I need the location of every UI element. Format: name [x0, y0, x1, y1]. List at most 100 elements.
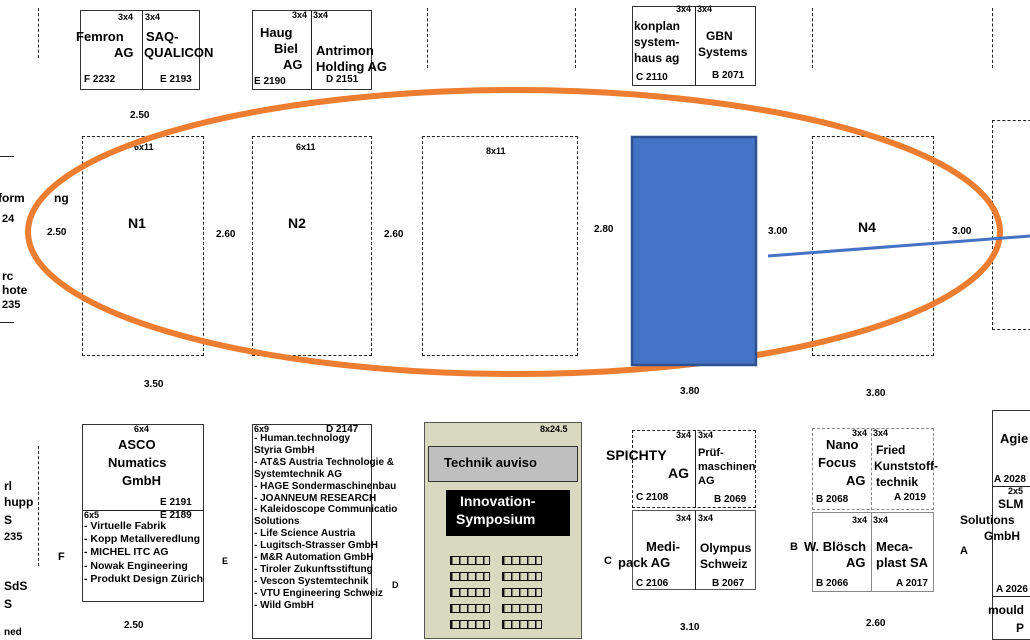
- booth-bloesch-group[interactable]: [812, 512, 934, 592]
- booth-code: D 2151: [326, 74, 359, 85]
- booth-8x11[interactable]: [422, 136, 578, 356]
- seating-grid: [450, 552, 570, 632]
- booth-size: 2x5: [1008, 486, 1024, 496]
- exhibitor-item: - Produkt Design Zürich: [84, 572, 204, 585]
- blue-marker-box[interactable]: [630, 135, 758, 367]
- booth-divider: [871, 428, 872, 510]
- exhibitor-item: - Life Science Austria: [254, 528, 356, 540]
- right-fragment: Agie: [1000, 431, 1029, 446]
- booth-divider: [695, 510, 696, 590]
- booth-size: 3x4: [852, 515, 868, 525]
- booth-n1[interactable]: [82, 136, 204, 356]
- technik-banner: [428, 446, 578, 482]
- exhibitor-item: - Virtuelle Fabrik: [84, 520, 167, 532]
- booth-fried-name-1: Fried: [876, 443, 906, 457]
- exhibitor-item: - Human.technology: [254, 433, 351, 444]
- booth-haug-name-1: Haug: [260, 25, 293, 40]
- exhibitor-item: - VTU Engineering Schweiz: [254, 587, 383, 599]
- booth-code: B 2067: [712, 578, 745, 589]
- left-edge-line: [0, 156, 14, 157]
- top-divider: [427, 8, 428, 68]
- left-fragment: hupp: [4, 495, 34, 509]
- booth-divider: [695, 6, 696, 86]
- booth-femron-name-1: Femron: [76, 29, 124, 44]
- top-left-divider: [38, 8, 39, 58]
- left-fragment: F: [58, 551, 65, 563]
- booth-size: 6x4: [134, 424, 150, 434]
- booth-gbn-name-2: Systems: [698, 45, 748, 59]
- exhibitor-item: Solutions: [254, 516, 300, 528]
- booth-code: B 2068: [816, 494, 849, 505]
- booth-asco-group[interactable]: [82, 424, 204, 602]
- booth-code: E 2191: [160, 497, 192, 508]
- booth-pruef-name-2: maschinen: [698, 461, 756, 473]
- booth-pruef-name-3: AG: [698, 475, 715, 487]
- booth-konplan-gbn[interactable]: [632, 6, 756, 86]
- left-fragment: rc: [2, 269, 14, 283]
- booth-right-partial[interactable]: [992, 120, 1030, 330]
- booth-konplan-name-3: haus ag: [634, 51, 680, 65]
- booth-6x5-exhibitors: - Virtuelle Fabrik - Kopp Metallveredlun…: [84, 520, 203, 586]
- booth-size: 3x4: [698, 430, 714, 440]
- left-fragment: rl: [4, 479, 13, 493]
- booth-divider: [82, 510, 204, 511]
- booth-femron-saq[interactable]: [80, 10, 200, 90]
- seat-row: [502, 588, 542, 597]
- symposium-title-1: Innovation-: [460, 493, 536, 509]
- booth-divider: [871, 512, 872, 592]
- booth-size: 3x4: [873, 428, 889, 438]
- top-divider: [992, 8, 993, 68]
- highlight-ellipse: [25, 87, 1003, 377]
- aisle-width: 2.50: [130, 110, 150, 121]
- left-fragment: 24: [2, 213, 15, 225]
- booth-asco-name-1: ASCO: [118, 437, 156, 452]
- booth-n4-name: N4: [858, 219, 876, 235]
- aisle-width: 2.60: [866, 618, 886, 629]
- booth-n2[interactable]: [252, 136, 372, 356]
- left-fragment: S: [4, 513, 13, 527]
- right-fragment: GmbH: [984, 529, 1020, 543]
- booth-size: 3x4: [145, 12, 161, 22]
- left-fragment: form: [0, 191, 25, 205]
- booth-divider: [695, 430, 696, 508]
- booth-size: 3x4: [676, 4, 692, 14]
- booth-saq-name-1: SAQ-: [146, 29, 179, 44]
- exhibitor-item: - Wild GmbH: [254, 599, 314, 611]
- booth-femron-name-2: AG: [114, 45, 134, 60]
- booth-nano-group[interactable]: [812, 428, 934, 510]
- booth-fried-name-2: Kunststoff-: [874, 459, 938, 473]
- left-fragment: S: [4, 597, 13, 611]
- seat-row: [502, 620, 542, 629]
- booth-size: 6x9: [254, 424, 270, 434]
- booth-haug-antrimon[interactable]: [252, 10, 372, 90]
- booth-konplan-name-1: konplan: [634, 19, 681, 33]
- booth-code: B 2069: [714, 494, 747, 505]
- booth-size: 3x4: [676, 430, 692, 440]
- booth-prefix: B: [790, 541, 798, 553]
- aisle-width: 2.60: [384, 229, 404, 240]
- booth-suffix: D: [392, 580, 399, 590]
- seat-row: [450, 604, 490, 613]
- booth-code: A 2028: [994, 474, 1026, 485]
- seat-row: [450, 620, 490, 629]
- booth-code: C 2110: [636, 72, 668, 83]
- booth-antrimon-name-1: Antrimon: [316, 43, 374, 58]
- seat-row: [502, 572, 542, 581]
- booth-haug-name-2: Biel: [274, 41, 298, 56]
- booth-size: 3x4: [292, 10, 308, 20]
- booth-code: A 2019: [894, 492, 926, 503]
- exhibitor-item: - Kaleidoscope Communicatio: [254, 504, 398, 516]
- booth-mecaplast-name-2: plast SA: [876, 555, 929, 570]
- booth-code: F 2232: [84, 74, 116, 85]
- booth-spichty-group[interactable]: [632, 430, 756, 508]
- booth-size: 8x24.5: [540, 424, 568, 434]
- aisle-width: 2.80: [594, 224, 614, 235]
- aisle-width: 3.80: [866, 388, 886, 399]
- booth-mecaplast-name-1: Meca-: [876, 539, 913, 554]
- aisle-width: 3.10: [680, 622, 700, 633]
- right-fragment: P: [1016, 621, 1025, 635]
- exhibitor-item: - Tiroler Zukunftsstiftung: [254, 563, 373, 575]
- booth-medipack-group[interactable]: [632, 510, 756, 590]
- aisle-width: 2.50: [47, 227, 67, 238]
